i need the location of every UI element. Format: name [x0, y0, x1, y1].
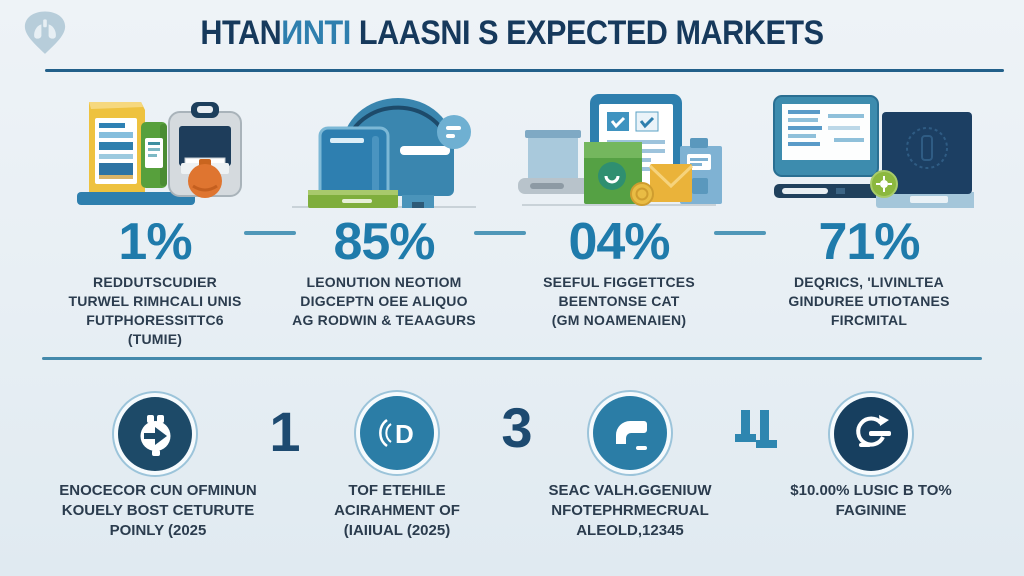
- stat-column-1: 1% REDDUTSCUDIER TURWEL RIMHCALI UNIS FU…: [50, 90, 260, 349]
- stat-percent: 85%: [333, 213, 435, 271]
- double-down-arrows-icon: [735, 410, 777, 448]
- mailbox-bag-book-illustration: [292, 98, 476, 208]
- stat-illustration: [760, 90, 978, 214]
- column-separator-dash: [474, 231, 526, 235]
- kpi-circle-3: [593, 396, 667, 470]
- monitor-ledger-illustration: [773, 95, 974, 208]
- column-separator-dash: [244, 231, 296, 235]
- stat-caption: SEEFUL FIGGETTCES BEENTONSE CAT (GM NOAM…: [543, 274, 695, 328]
- kpi-circle-4: [834, 397, 908, 471]
- document-d-icon: D: [379, 418, 414, 449]
- stat-percent: 04%: [568, 213, 670, 271]
- kpi-circle-1: [118, 397, 192, 471]
- title-segment: ИNTI: [281, 14, 351, 52]
- faucet-icon: [616, 421, 647, 450]
- title-segment: LAASNI S EXPECTED MARKETS: [350, 14, 824, 52]
- title-divider: [45, 69, 1004, 72]
- tablet-checklist-packages-illustration: [518, 94, 722, 206]
- title-segment: HTAN: [200, 14, 282, 52]
- kpi-number-1: 1: [269, 400, 301, 463]
- kpi-caption-2: TOF ETEHILE ACIRAHMENT OF (IAIIUAL (2025…: [334, 482, 460, 539]
- kpi-caption-3: SEAC VALH.GGENIUW NFOTEPHRMECRUAL ALEOLD…: [548, 482, 712, 539]
- kpi-number-3: 3: [501, 396, 533, 459]
- column-separator-dash: [714, 231, 766, 235]
- stat-illustration: [50, 90, 260, 214]
- section-divider: [42, 357, 982, 360]
- lungs-location-pin-icon: [24, 11, 66, 54]
- svg-text:D: D: [395, 419, 414, 449]
- kpi-caption-4: $10.00% LUSIC B TO% FAGININE: [790, 482, 952, 519]
- retail-products-scanner-illustration: [77, 102, 242, 205]
- stat-caption: LEONUTION NEOTIOM DIGCEPTN OEE ALIQUO AG…: [292, 274, 476, 328]
- stat-column-3: 04% SEEFUL FIGGETTCES BEENTONSE CAT (GM …: [510, 90, 728, 330]
- refresh-cycle-icon: [856, 415, 891, 447]
- dollar-bag-icon: [140, 415, 171, 456]
- stat-percent: 1%: [118, 213, 192, 271]
- stat-illustration: [278, 90, 490, 214]
- stat-illustration: [510, 90, 728, 214]
- kpi-circle-2: D: [360, 396, 434, 470]
- stat-column-4: 71% DEQRICS, 'LIVINLTEA GINDUREE UTIOTAN…: [760, 90, 978, 330]
- stat-percent: 71%: [818, 213, 920, 271]
- stat-column-2: 85% LEONUTION NEOTIOM DIGCEPTN OEE ALIQU…: [278, 90, 490, 330]
- stat-caption: DEQRICS, 'LIVINLTEA GINDUREE UTIOTANES F…: [788, 274, 950, 328]
- stat-caption: REDDUTSCUDIER TURWEL RIMHCALI UNIS FUTPH…: [68, 274, 242, 347]
- kpi-caption-1: ENOCECOR CUN OFMINUN KOUELY BOST CETURUT…: [59, 482, 257, 539]
- page-title: HTANИNTI LAASNI S EXPECTED MARKETS: [51, 14, 973, 53]
